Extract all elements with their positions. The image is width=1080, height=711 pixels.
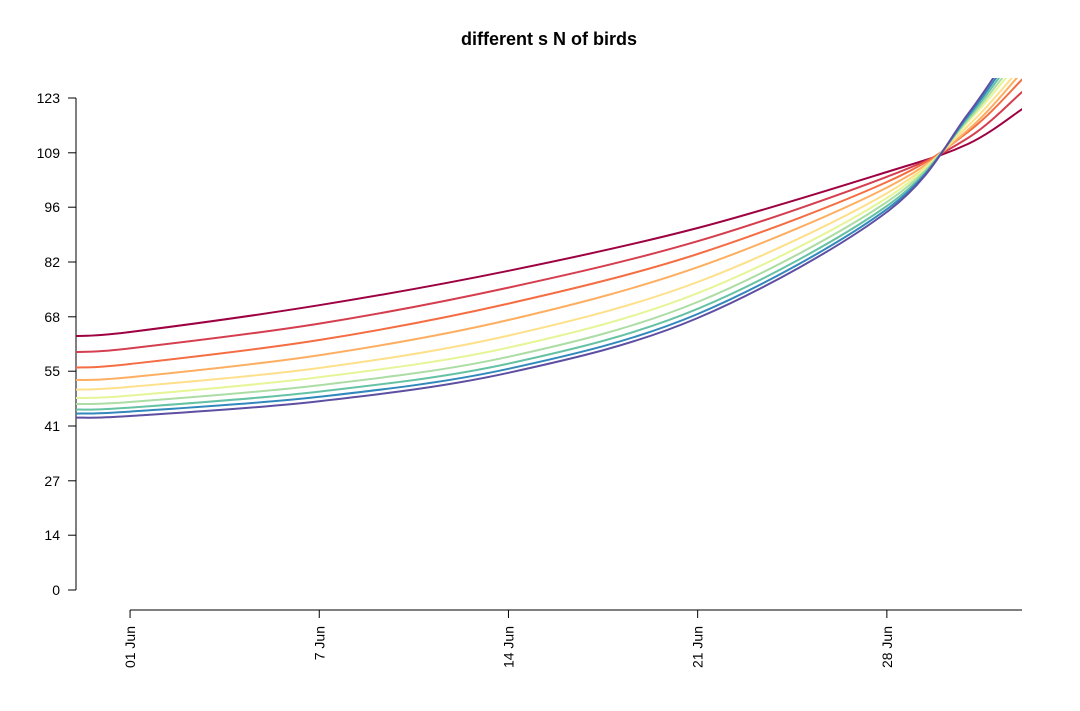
x-tick-label: 7 Jun: [311, 626, 327, 660]
y-tick-label: 14: [44, 527, 60, 543]
x-tick-label: 01 Jun: [122, 626, 138, 668]
x-tick-label: 21 Jun: [690, 626, 706, 668]
y-tick-label: 41: [44, 418, 60, 434]
series-line-3: [76, 78, 1022, 369]
y-axis: 0 14 27 41 55 68 82 96 109 123: [37, 90, 77, 598]
y-tick-label: 82: [44, 254, 60, 270]
series-line-8: [76, 78, 1001, 411]
series-line-4: [76, 78, 1019, 381]
y-tick-label: 68: [44, 309, 60, 325]
series-line-10: [76, 78, 995, 419]
series-line-5: [76, 78, 1014, 391]
series-line-9: [76, 78, 998, 415]
y-tick-label: 123: [37, 90, 61, 106]
y-tick-label: 109: [37, 145, 61, 161]
y-tick-label: 96: [44, 199, 60, 215]
series-line-7: [76, 78, 1004, 406]
series-line-1: [76, 108, 1022, 337]
y-tick-label: 0: [52, 582, 60, 598]
y-tick-label: 55: [44, 363, 60, 379]
x-tick-label: 14 Jun: [500, 626, 516, 668]
x-axis: 01 Jun 7 Jun 14 Jun 21 Jun 28 Jun: [122, 609, 1022, 668]
chart-title: different s N of birds: [461, 29, 637, 49]
series-line-2: [76, 91, 1022, 353]
plot-area: [76, 78, 1022, 419]
x-tick-label: 28 Jun: [879, 626, 895, 668]
y-tick-label: 27: [44, 473, 60, 489]
